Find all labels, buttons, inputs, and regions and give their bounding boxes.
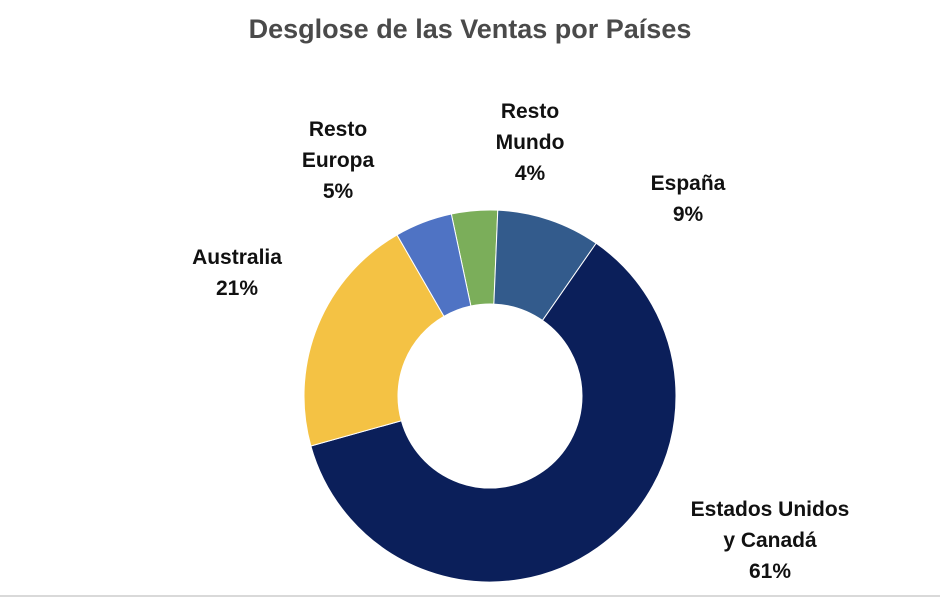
slice-label-espana: España 9%: [650, 172, 726, 226]
slice-label-resto-mundo: Resto Mundo 4%: [495, 100, 565, 185]
chart-title: Desglose de las Ventas por Países: [248, 14, 692, 44]
donut-slices: [303, 209, 677, 583]
donut-slice-2: [310, 242, 677, 583]
donut-slice-3: [303, 234, 445, 447]
slice-label-australia: Australia 21%: [192, 246, 282, 300]
bottom-divider: [0, 595, 940, 597]
donut-slice-4: [396, 213, 472, 318]
slice-label-resto-europa: Resto Europa 5%: [301, 118, 375, 203]
slice-label-estados-unidos: Estados Unidos y Canadá 61%: [690, 498, 850, 583]
